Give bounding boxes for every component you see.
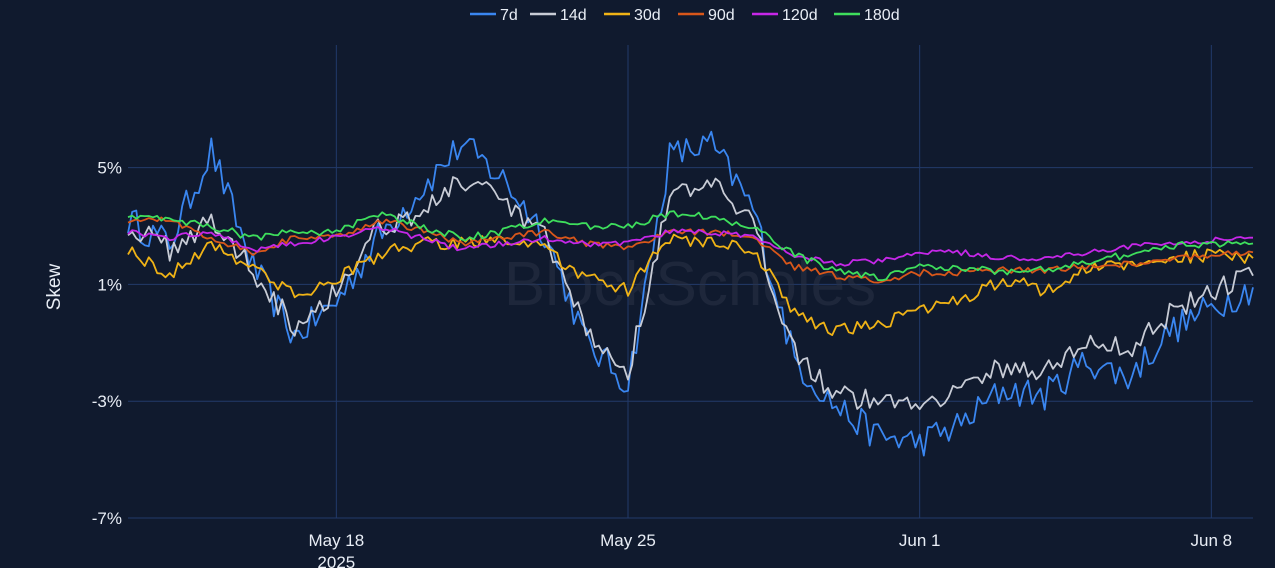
y-tick-label: 5% bbox=[97, 159, 122, 178]
y-tick-label: 1% bbox=[97, 275, 122, 294]
series-line-14d bbox=[127, 176, 1254, 411]
y-tick-label: -7% bbox=[92, 509, 122, 528]
series-line-180d bbox=[127, 210, 1254, 282]
y-tick-label: -3% bbox=[92, 392, 122, 411]
series-group bbox=[127, 130, 1254, 457]
grid bbox=[128, 45, 1253, 519]
x-tick-sublabel: 2025 bbox=[317, 553, 355, 568]
series-line-7d bbox=[127, 130, 1254, 457]
x-tick-label: Jun 8 bbox=[1191, 531, 1233, 550]
legend-item-90d[interactable]: 90d bbox=[708, 7, 735, 24]
legend-item-14d[interactable]: 14d bbox=[560, 7, 587, 24]
series-line-120d bbox=[127, 226, 1253, 267]
x-tick-label: May 18 bbox=[308, 531, 364, 550]
series-line-90d bbox=[127, 216, 1254, 284]
series-line-30d bbox=[127, 233, 1254, 336]
x-tick-label: Jun 1 bbox=[899, 531, 941, 550]
legend-item-120d[interactable]: 120d bbox=[782, 7, 818, 24]
x-axis-ticks: May 18 2025 May 25 Jun 1 Jun 8 bbox=[308, 531, 1232, 568]
legend-item-180d[interactable]: 180d bbox=[864, 7, 900, 24]
y-axis-ticks: 5% 1% -3% -7% bbox=[92, 159, 122, 528]
legend-item-30d[interactable]: 30d bbox=[634, 7, 661, 24]
legend: 7d 14d 30d 90d 120d 180d bbox=[470, 7, 900, 24]
legend-item-7d[interactable]: 7d bbox=[500, 7, 518, 24]
y-axis-title: Skew bbox=[44, 263, 65, 310]
x-tick-label: May 25 bbox=[600, 531, 656, 550]
